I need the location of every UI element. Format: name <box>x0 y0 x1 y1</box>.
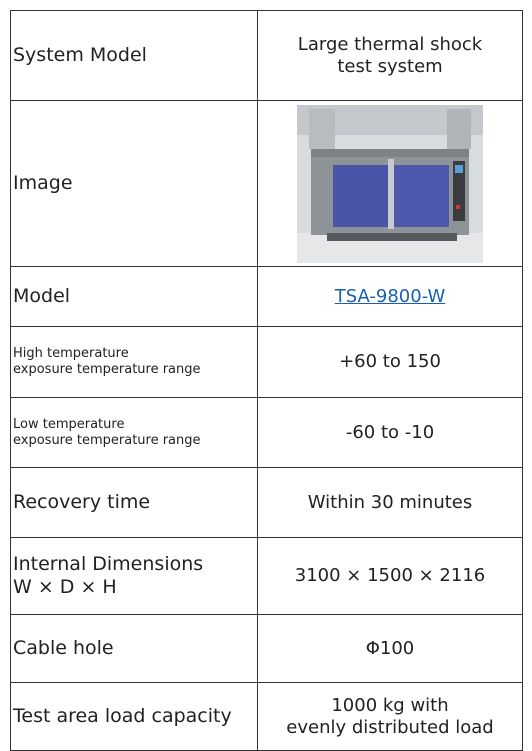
row: Model TSA-9800-W <box>11 267 523 327</box>
page: System Model Large thermal shocktest sys… <box>0 0 532 751</box>
label-cell: Test area load capacity <box>11 683 258 751</box>
label-cell: Recovery time <box>11 468 258 538</box>
label-cell: Image <box>11 101 258 267</box>
value-cell: +60 to 150 <box>258 327 523 398</box>
label: exposure temperature range <box>13 362 255 378</box>
value: Large thermal shock <box>260 34 520 56</box>
label: System Model <box>13 44 255 67</box>
label: W × D × H <box>13 576 255 599</box>
value: Within 30 minutes <box>260 492 520 514</box>
label-cell: Model <box>11 267 258 327</box>
value: +60 to 150 <box>260 351 520 373</box>
value-cell: Within 30 minutes <box>258 468 523 538</box>
value-cell: Φ100 <box>258 615 523 683</box>
value: Φ100 <box>260 638 520 660</box>
value-cell: -60 to -10 <box>258 398 523 468</box>
label-cell: Cable hole <box>11 615 258 683</box>
label: High temperature <box>13 346 255 362</box>
value: evenly distributed load <box>260 717 520 739</box>
label: Cable hole <box>13 637 255 660</box>
value: test system <box>260 56 520 78</box>
label: Internal Dimensions <box>13 553 255 576</box>
label: Test area load capacity <box>13 705 255 728</box>
label: Image <box>13 172 255 195</box>
value-cell: 3100 × 1500 × 2116 <box>258 538 523 615</box>
row: Recovery time Within 30 minutes <box>11 468 523 538</box>
row: Image <box>11 101 523 267</box>
label: Recovery time <box>13 491 255 514</box>
value-cell: TSA-9800-W <box>258 267 523 327</box>
value: 3100 × 1500 × 2116 <box>260 565 520 587</box>
label: Model <box>13 285 255 308</box>
row: Cable hole Φ100 <box>11 615 523 683</box>
label: exposure temperature range <box>13 433 255 449</box>
image-cell <box>258 101 523 267</box>
value: 1000 kg with <box>260 695 520 717</box>
model-link[interactable]: TSA-9800-W <box>335 286 446 307</box>
label: Low temperature <box>13 417 255 433</box>
product-image <box>297 105 483 263</box>
value: -60 to -10 <box>260 422 520 444</box>
label-cell: System Model <box>11 11 258 101</box>
